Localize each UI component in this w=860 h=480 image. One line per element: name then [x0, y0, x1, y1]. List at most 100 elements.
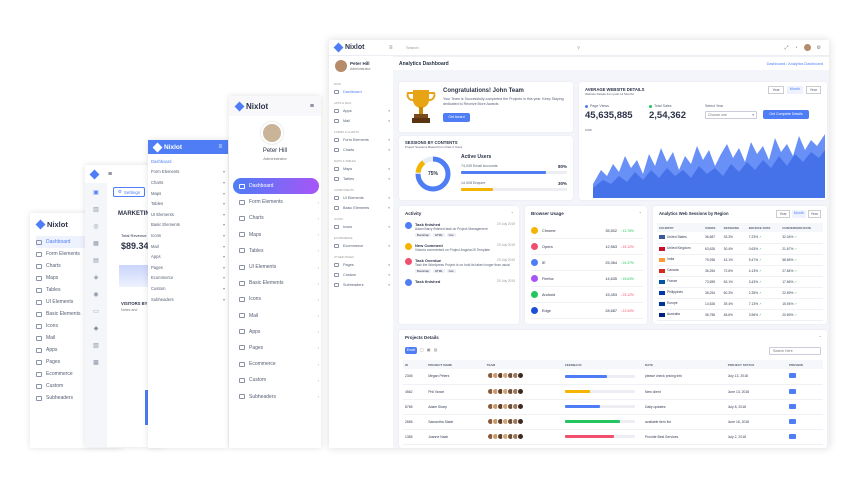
sidebar-item-basic-elements[interactable]: Basic Elements ▾	[151, 220, 225, 231]
sidebar-item-ui-elements[interactable]: UI Elements	[36, 296, 116, 308]
sidebar-item-charts[interactable]: Charts ›	[239, 210, 319, 226]
excel-button[interactable]: Excel	[405, 347, 417, 354]
sidebar-item-custom[interactable]: Custom ›	[239, 372, 319, 388]
menu-icon[interactable]: ≡	[108, 170, 113, 178]
sidebar-item-maps[interactable]: Maps ▾	[151, 188, 225, 199]
sidebar-item-ecommerce[interactable]: Ecommerce	[36, 368, 116, 380]
eye-icon[interactable]: ◉	[93, 292, 99, 298]
fullscreen-icon[interactable]: ⤢	[784, 44, 789, 51]
sidebar-item-tables[interactable]: Tables ›	[239, 243, 319, 259]
collapse-icon[interactable]: ⌄	[510, 209, 514, 214]
csv-icon[interactable]: ▣	[426, 347, 431, 352]
tag-icon[interactable]: ◆	[93, 326, 99, 332]
sidebar-item-maps[interactable]: Maps ›	[239, 227, 319, 243]
get-details-button[interactable]: Get Complete Details	[763, 110, 809, 119]
print-icon[interactable]: ▤	[433, 347, 438, 352]
tab-month[interactable]: Month	[786, 86, 803, 94]
sidebar-item-form-elements[interactable]: Form Elements ▾	[151, 167, 225, 178]
sidebar-item-ui-elements[interactable]: UI Elements ›	[239, 259, 319, 275]
sidebar-item-ui-elements[interactable]: UI Elements ▾	[151, 209, 225, 220]
sidebar-item-basic-elements[interactable]: Basic Elements	[36, 308, 116, 320]
sidebar-item-apps[interactable]: Apps ›	[239, 324, 319, 340]
sidebar-item-maps[interactable]: Maps	[36, 272, 116, 284]
sidebar-item-apps[interactable]: Apps	[36, 344, 116, 356]
grid-icon[interactable]: ▩	[93, 360, 99, 366]
sidebar-item-charts[interactable]: Charts ▾	[151, 177, 225, 188]
nav-item-subheaders[interactable]: Subheaders ▾	[334, 280, 390, 290]
chart-icon[interactable]: ▥	[93, 207, 99, 213]
nav-item-apps[interactable]: Apps ▾	[334, 106, 390, 116]
dashboard-icon[interactable]: ▣	[93, 190, 99, 196]
menu-icon[interactable]: ≡	[218, 144, 222, 150]
search-input[interactable]: Search ⚲	[406, 45, 580, 50]
sidebar-item-pages[interactable]: Pages ›	[239, 340, 319, 356]
nav-item-custom[interactable]: Custom ▾	[334, 270, 390, 280]
breadcrumb[interactable]: Dashboard / Analytics Dashboard	[766, 61, 823, 66]
sidebar-item-icons[interactable]: Icons ▾	[151, 230, 225, 241]
sidebar-item-subheaders[interactable]: Subheaders ›	[239, 388, 319, 404]
shield-icon[interactable]: ◈	[93, 275, 99, 281]
nav-item-form-elements[interactable]: Form Elements ▾	[334, 135, 390, 145]
tab-year-2[interactable]: Year	[807, 210, 821, 218]
sidebar-item-apps[interactable]: Apps ▾	[151, 251, 225, 262]
sidebar-item-tables[interactable]: Tables ▾	[151, 198, 225, 209]
edit-button[interactable]	[789, 373, 797, 379]
copy-icon[interactable]: ▢	[420, 347, 424, 352]
sidebar-avatar[interactable]	[335, 60, 347, 72]
collapse-icon[interactable]: ⌄	[638, 209, 642, 214]
briefcase-icon[interactable]: ▤	[93, 258, 99, 264]
nav-item-ui-elements[interactable]: UI Elements ▾	[334, 193, 390, 203]
sidebar-item-dashboard[interactable]: Dashboard	[151, 156, 225, 167]
nav-item-mail[interactable]: Mail ▾	[334, 116, 390, 126]
map-icon[interactable]: ◎	[93, 224, 99, 230]
nav-item-dashboard[interactable]: Dashboard	[334, 87, 390, 97]
tab-year[interactable]: Year	[768, 86, 784, 94]
nav-item-basic-elements[interactable]: Basic Elements ▾	[334, 203, 390, 213]
menu-icon[interactable]: ≡	[389, 44, 393, 51]
sidebar-item-mail[interactable]: Mail ▾	[151, 241, 225, 252]
sidebar-item-custom[interactable]: Custom	[36, 380, 116, 392]
nav-item-tables[interactable]: Tables ▾	[334, 174, 390, 184]
nav-item-icons[interactable]: Icons ▾	[334, 222, 390, 232]
nav-item-pages[interactable]: Pages ▾	[334, 260, 390, 270]
year-select[interactable]: Choose one ▾	[705, 111, 757, 119]
sidebar-item-custom[interactable]: Custom ▾	[151, 283, 225, 294]
sidebar-item-icons[interactable]: Icons ›	[239, 291, 319, 307]
collapse-icon[interactable]: ⌄	[818, 333, 822, 338]
nav-item-maps[interactable]: Maps ▾	[334, 164, 390, 174]
sidebar-item-form-elements[interactable]: Form Elements	[36, 248, 116, 260]
sidebar-item-form-elements[interactable]: Form Elements ›	[239, 194, 319, 210]
sidebar-item-mail[interactable]: Mail	[36, 332, 116, 344]
notification-icon[interactable]: ◔	[794, 44, 798, 51]
sidebar-item-tables[interactable]: Tables	[36, 284, 116, 296]
sidebar-item-subheaders[interactable]: Subheaders ▾	[151, 294, 225, 305]
settings-icon[interactable]: ⚙	[816, 44, 821, 51]
tab-year[interactable]: Year	[776, 210, 790, 218]
project-search-input[interactable]: Search Here	[769, 347, 821, 355]
nav-item-ecommerce[interactable]: Ecommerce ▾	[334, 241, 390, 251]
table-icon[interactable]: ▦	[93, 241, 99, 247]
edit-button[interactable]	[789, 403, 797, 409]
sidebar-item-charts[interactable]: Charts	[36, 260, 116, 272]
menu-icon[interactable]: ≡	[309, 102, 314, 110]
pages-icon[interactable]: ▧	[93, 343, 99, 349]
edit-button[interactable]	[789, 388, 797, 394]
settings-button[interactable]: ⚙ Settings	[113, 187, 145, 197]
sidebar-item-pages[interactable]: Pages ▾	[151, 262, 225, 273]
sidebar-item-dashboard[interactable]: Dashboard	[233, 178, 319, 195]
sidebar-item-basic-elements[interactable]: Basic Elements ›	[239, 275, 319, 291]
sidebar-item-icons[interactable]: Icons	[36, 320, 116, 332]
sidebar-item-mail[interactable]: Mail ›	[239, 308, 319, 324]
tab-month[interactable]: Month	[791, 210, 806, 218]
sidebar-item-ecommerce[interactable]: Ecommerce ›	[239, 356, 319, 372]
edit-button[interactable]	[789, 433, 797, 439]
nav-item-charts[interactable]: Charts ▾	[334, 145, 390, 155]
avatar[interactable]	[261, 122, 283, 144]
get-award-button[interactable]: Get Award	[443, 113, 470, 122]
profile-avatar[interactable]	[803, 44, 811, 51]
sidebar-item-ecommerce[interactable]: Ecommerce ▾	[151, 273, 225, 284]
monitor-icon[interactable]: ▭	[93, 309, 99, 315]
tab-year-2[interactable]: Year	[805, 86, 821, 94]
edit-button[interactable]	[789, 418, 797, 424]
sidebar-item-pages[interactable]: Pages	[36, 356, 116, 368]
